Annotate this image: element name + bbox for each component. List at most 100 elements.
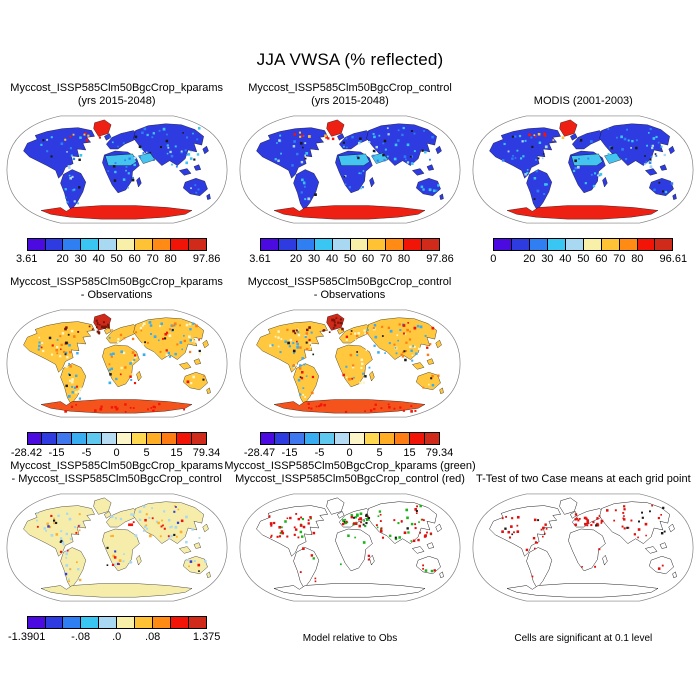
- speckle: [109, 136, 111, 139]
- map-speckles: [274, 126, 440, 201]
- speckle: [345, 137, 348, 140]
- speckle: [360, 521, 363, 524]
- speckle: [344, 521, 348, 525]
- speckle: [109, 535, 112, 537]
- speckle: [381, 335, 384, 337]
- colorbar-tick-label: -28.47: [243, 447, 276, 459]
- speckle: [648, 131, 650, 134]
- colorbar-segment: [335, 433, 351, 444]
- speckle: [311, 375, 314, 379]
- speckle: [279, 532, 282, 535]
- speckle: [198, 349, 201, 353]
- colorbar-segment: [176, 433, 192, 444]
- colorbar-tick-label: -15: [48, 447, 65, 459]
- speckle: [37, 344, 41, 348]
- speckle: [304, 198, 307, 201]
- speckle: [189, 150, 192, 153]
- speckle: [188, 323, 191, 326]
- speckle: [119, 373, 122, 376]
- speckle: [116, 338, 119, 341]
- speckle: [623, 527, 627, 530]
- speckle: [623, 518, 626, 521]
- speckle: [69, 135, 72, 138]
- world-map-two-case-dots: [239, 493, 461, 602]
- speckle: [75, 561, 78, 564]
- speckle: [437, 184, 440, 187]
- speckle: [590, 524, 593, 527]
- speckle: [273, 521, 276, 525]
- speckle: [590, 160, 593, 163]
- speckle: [44, 529, 47, 532]
- speckle: [46, 522, 49, 525]
- speckle: [65, 549, 68, 553]
- speckle: [131, 176, 134, 179]
- speckle: [312, 531, 316, 535]
- speckle: [50, 136, 53, 139]
- speckle: [546, 528, 548, 530]
- speckle: [76, 330, 79, 333]
- speckle: [360, 518, 363, 521]
- speckle: [363, 520, 365, 522]
- speckle: [110, 367, 113, 371]
- speckle: [309, 517, 312, 520]
- speckle: [364, 349, 367, 352]
- speckle: [379, 513, 382, 516]
- speckle: [300, 357, 304, 360]
- speckle: [276, 535, 279, 538]
- speckle: [372, 327, 375, 330]
- speckle: [354, 536, 356, 539]
- colorbar-control-minus-obs: -28.47 -15 -5 0 5 15 79.34: [244, 432, 453, 462]
- speckle: [412, 539, 416, 543]
- speckle: [630, 519, 633, 522]
- speckle: [133, 354, 136, 357]
- speckle: [341, 373, 345, 377]
- speckle: [309, 345, 312, 348]
- colorbar-tick-label: 60: [128, 253, 141, 265]
- speckle: [198, 536, 201, 539]
- speckle: [185, 153, 188, 156]
- speckle: [150, 507, 153, 510]
- speckle: [292, 366, 295, 369]
- speckle: [401, 133, 404, 137]
- speckle: [359, 512, 363, 516]
- colorbar-segment: [27, 617, 46, 628]
- speckle: [636, 139, 639, 142]
- speckle: [403, 531, 407, 535]
- speckle: [169, 150, 172, 154]
- speckle: [356, 332, 360, 335]
- speckle: [142, 529, 145, 532]
- map-speckles: [268, 504, 436, 583]
- speckle: [411, 345, 414, 347]
- speckle: [283, 340, 287, 343]
- speckle: [182, 334, 185, 337]
- speckle: [37, 336, 40, 339]
- speckle: [302, 547, 305, 550]
- speckle: [624, 137, 627, 141]
- colorbar-segment: [494, 239, 513, 250]
- speckle: [165, 139, 168, 143]
- colorbar-segment: [131, 433, 147, 444]
- speckle: [651, 504, 654, 507]
- speckle: [594, 565, 597, 568]
- speckle: [110, 355, 113, 358]
- speckle: [298, 364, 302, 367]
- speckle: [46, 525, 50, 528]
- speckle: [88, 325, 90, 328]
- speckle: [302, 525, 306, 529]
- speckle: [394, 537, 398, 541]
- speckle: [649, 161, 652, 164]
- speckle: [185, 136, 188, 139]
- colorbar-segment: [153, 239, 171, 250]
- speckle: [69, 177, 72, 180]
- speckle: [574, 523, 578, 527]
- speckle: [36, 525, 39, 528]
- colorbar-segment: [146, 433, 162, 444]
- speckle: [644, 522, 648, 526]
- speckle: [426, 531, 428, 534]
- speckle: [49, 514, 53, 518]
- speckle: [159, 322, 163, 326]
- colorbar-tick-label: 60: [595, 253, 608, 265]
- speckle: [270, 536, 272, 538]
- speckle: [363, 332, 366, 335]
- map-speckles: [37, 319, 205, 413]
